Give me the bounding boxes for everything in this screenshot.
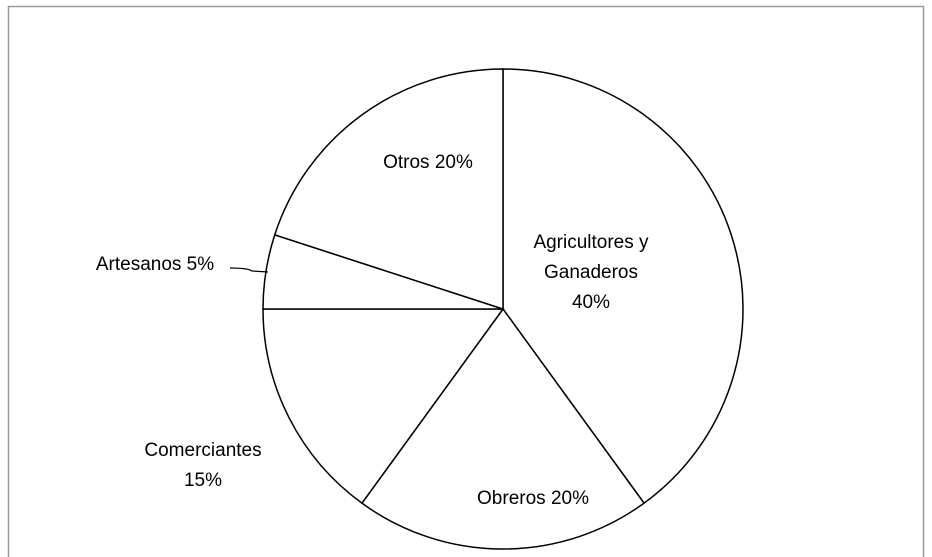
pie-slice [262, 308, 505, 505]
category-label: Obreros [477, 488, 546, 509]
category-label: Agricultores y Ganaderos [533, 232, 649, 283]
value-label: 20% [434, 152, 473, 173]
slice-label: Obreros 20% [433, 484, 633, 514]
category-label: Artesanos [95, 254, 182, 275]
value-label: 40% [571, 292, 611, 313]
value-label: 15% [183, 470, 223, 491]
slice-label: Otros 20% [328, 148, 528, 178]
slice-label: Comerciantes 15% [113, 436, 293, 496]
slice-label: Artesanos 5% [55, 250, 255, 280]
value-label: 5% [186, 254, 215, 275]
pie-slice [273, 68, 504, 311]
category-label: Otros [383, 152, 430, 173]
leader-line [229, 267, 269, 273]
pie-slice [360, 307, 646, 550]
chart-frame [7, 5, 925, 557]
category-label: Comerciantes [144, 440, 262, 461]
pie-slice [502, 68, 744, 505]
slice-label: Agricultores y Ganaderos 40% [526, 228, 656, 318]
value-label: 20% [550, 488, 589, 509]
